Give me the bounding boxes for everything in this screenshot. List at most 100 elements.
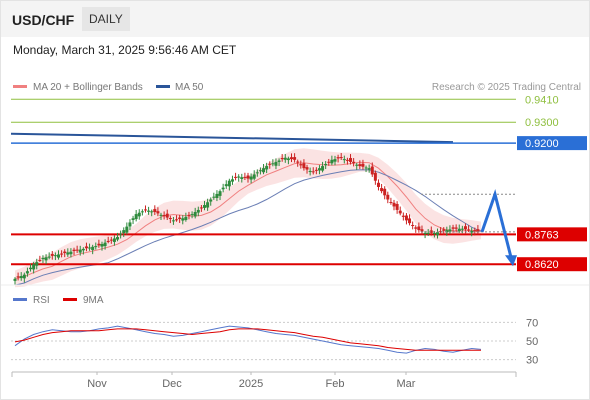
candle-body (128, 222, 132, 227)
candle-body (404, 215, 408, 221)
candle-body (445, 230, 449, 233)
candle-body (230, 179, 234, 182)
instrument-title: USD/CHF (12, 12, 75, 28)
candle-body (299, 164, 303, 166)
candle-body (209, 199, 213, 202)
candle-body (451, 227, 455, 229)
level-labels: 0.9410 0.9300 0.9200 0.8763 0.8620 (517, 94, 587, 272)
rsi-ma9-line (14, 328, 481, 351)
candle-body (258, 170, 262, 172)
candle-body (460, 228, 464, 230)
timeframe-badge[interactable]: DAILY (82, 7, 130, 31)
rsi-legend-label: RSI (33, 295, 50, 306)
candle-body (423, 232, 427, 234)
candle-body (103, 242, 107, 247)
candlesticks (13, 152, 480, 286)
candle-body (227, 180, 231, 187)
candle-body (277, 160, 281, 162)
candle-body (358, 164, 362, 167)
candle-body (19, 276, 23, 279)
candle-body (159, 214, 163, 216)
x-tick-label-2025: 2025 (239, 378, 263, 390)
candle-body (181, 218, 185, 221)
candle-body (16, 276, 20, 278)
candle-body (383, 188, 387, 196)
candle-body (436, 232, 440, 236)
candle-body (215, 193, 219, 198)
level-badge-0.8620 (517, 257, 587, 272)
candle-body (66, 252, 70, 255)
research-credit: Research © 2025 Trading Central (432, 82, 581, 93)
candle-body (91, 246, 95, 251)
projection-arrow-path (480, 189, 514, 262)
header-bar: USD/CHF DAILY (1, 1, 589, 37)
rsi-ma9-legend-label: 9MA (83, 295, 104, 306)
report-timestamp: Monday, March 31, 2025 9:56:46 AM CET (13, 43, 237, 57)
candle-body (417, 226, 421, 231)
candle-body (60, 253, 64, 255)
candle-body (143, 209, 147, 211)
candle-body (401, 215, 405, 217)
level-label-0.8620: 0.8620 (525, 259, 559, 271)
candle-body (389, 201, 393, 203)
rsi-level-label-70: 70 (526, 317, 538, 329)
candle-body (153, 209, 157, 213)
rsi-legend-swatch (13, 298, 27, 301)
candle-body (47, 256, 51, 258)
candle-body (69, 251, 73, 255)
candle-body (131, 218, 135, 220)
candle-body (178, 217, 182, 219)
candle-body (193, 212, 197, 217)
candle-body (454, 227, 458, 229)
candle-body (119, 233, 123, 235)
candle-body (109, 239, 113, 241)
candle-body (196, 209, 200, 213)
candle-body (165, 213, 169, 218)
candle-body (426, 232, 430, 234)
candle-body (187, 214, 191, 216)
candle-body (75, 249, 79, 251)
candle-body (41, 257, 45, 260)
rsi-level-label-30: 30 (526, 355, 538, 367)
candle-body (140, 211, 144, 213)
candle-body (255, 172, 259, 174)
candle-body (32, 264, 36, 270)
candle-body (25, 271, 29, 274)
candle-body (134, 214, 138, 220)
candle-body (125, 226, 129, 233)
candle-body (243, 176, 247, 178)
candle-body (439, 231, 443, 233)
x-tick-label-Nov: Nov (87, 378, 107, 390)
candle-body (289, 157, 293, 160)
candle-body (370, 166, 374, 175)
candle-body (339, 157, 343, 159)
candle-body (373, 172, 377, 181)
candle-body (184, 216, 188, 220)
candle-body (262, 168, 266, 173)
candle-body (56, 254, 60, 258)
candle-body (367, 168, 371, 170)
candle-body (72, 249, 76, 251)
candle-body (333, 159, 337, 162)
candle-body (432, 232, 436, 234)
ma20-legend-swatch (13, 85, 27, 88)
candle-body (38, 259, 42, 261)
candle-body (150, 211, 154, 213)
rsi-line (14, 325, 482, 354)
ma20-legend-label: MA 20 + Bollinger Bands (33, 82, 143, 93)
candle-body (293, 157, 297, 160)
candle-body (252, 174, 256, 179)
candle-body (224, 184, 228, 187)
candle-body (78, 249, 82, 253)
candle-body (302, 163, 306, 169)
candle-body (35, 262, 39, 266)
candle-body (386, 194, 390, 200)
candle-body (44, 257, 48, 261)
candle-body (420, 229, 424, 232)
candle-body (311, 171, 315, 173)
candle-body (345, 159, 349, 161)
candle-body (376, 182, 380, 187)
ma50-legend-label: MA 50 (175, 82, 204, 93)
candle-body (212, 196, 216, 198)
